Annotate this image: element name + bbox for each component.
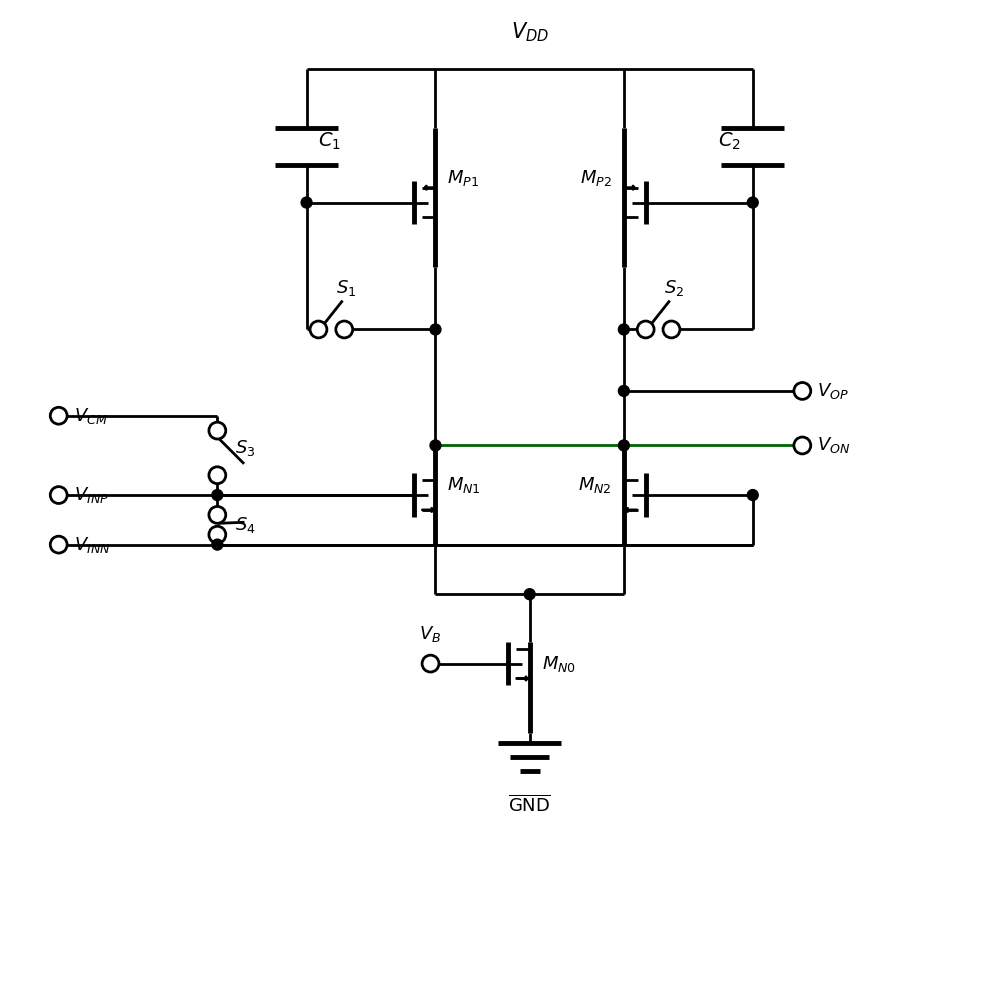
Circle shape <box>430 324 440 335</box>
Circle shape <box>618 385 629 396</box>
Text: $S_4$: $S_4$ <box>235 515 256 535</box>
Circle shape <box>748 490 758 500</box>
Text: $S_3$: $S_3$ <box>235 438 256 458</box>
Text: $V_{DD}$: $V_{DD}$ <box>511 20 548 44</box>
Circle shape <box>209 467 226 484</box>
Text: $M_{P2}$: $M_{P2}$ <box>580 168 612 188</box>
Circle shape <box>618 440 629 451</box>
Circle shape <box>794 437 810 454</box>
Circle shape <box>638 321 654 338</box>
Circle shape <box>430 440 440 451</box>
Text: $S_2$: $S_2$ <box>663 278 684 298</box>
Circle shape <box>663 321 680 338</box>
Text: $\overline{\mathrm{GND}}$: $\overline{\mathrm{GND}}$ <box>508 794 551 815</box>
Circle shape <box>212 539 223 550</box>
Text: $V_{ON}$: $V_{ON}$ <box>817 435 851 455</box>
Circle shape <box>50 407 67 424</box>
Text: $M_{N0}$: $M_{N0}$ <box>542 654 576 674</box>
Text: $V_{INP}$: $V_{INP}$ <box>74 485 109 505</box>
Text: $S_1$: $S_1$ <box>336 278 357 298</box>
Circle shape <box>336 321 353 338</box>
Text: $V_B$: $V_B$ <box>420 624 441 644</box>
Text: $M_{N2}$: $M_{N2}$ <box>578 475 612 495</box>
Circle shape <box>310 321 327 338</box>
Circle shape <box>618 324 629 335</box>
Circle shape <box>301 197 312 208</box>
Text: $C_2$: $C_2$ <box>718 131 741 152</box>
Circle shape <box>524 589 535 600</box>
Text: $V_{OP}$: $V_{OP}$ <box>817 381 849 401</box>
Text: $V_{INN}$: $V_{INN}$ <box>74 535 110 555</box>
Text: $M_{P1}$: $M_{P1}$ <box>447 168 480 188</box>
Circle shape <box>209 506 226 523</box>
Circle shape <box>748 197 758 208</box>
Circle shape <box>422 655 439 672</box>
Circle shape <box>212 490 223 500</box>
Circle shape <box>209 422 226 439</box>
Text: $V_{CM}$: $V_{CM}$ <box>74 406 107 426</box>
Circle shape <box>50 536 67 553</box>
Circle shape <box>794 383 810 399</box>
Circle shape <box>209 526 226 543</box>
Circle shape <box>50 487 67 503</box>
Text: $C_1$: $C_1$ <box>319 131 341 152</box>
Text: $M_{N1}$: $M_{N1}$ <box>447 475 482 495</box>
